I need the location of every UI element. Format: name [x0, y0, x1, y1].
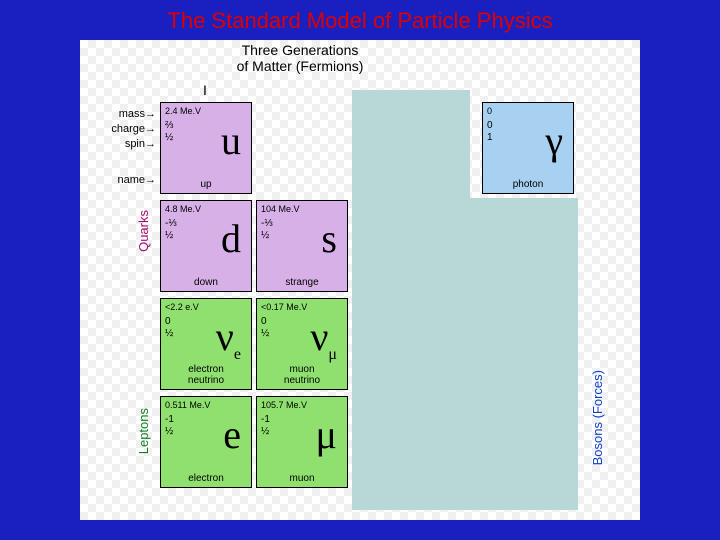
tile-mass: 0.511 Me.V: [165, 400, 247, 410]
tile-strange: 104 Me.V-⅓½sstrange: [256, 200, 348, 292]
tile-symbol: e: [223, 415, 241, 455]
quarks-side-label: Quarks: [136, 210, 151, 252]
bosons-side-label: Bosons (Forces): [590, 370, 605, 465]
tile-muon: 105.7 Me.V-1½μmuon: [256, 396, 348, 488]
tile-name: muonneutrino: [257, 365, 347, 386]
tile-name: up: [161, 180, 251, 191]
generations-header: Three Generationsof Matter (Fermions): [200, 42, 400, 74]
label-charge: charge→: [84, 123, 156, 135]
tile-name: electron: [161, 474, 251, 485]
tile-name: strange: [257, 278, 347, 289]
tile-mass: 104 Me.V: [261, 204, 343, 214]
tile-mass: 4.8 Me.V: [165, 204, 247, 214]
tile-mass: 105.7 Me.V: [261, 400, 343, 410]
label-mass: mass→: [84, 108, 156, 120]
page-title: The Standard Model of Particle Physics: [0, 0, 720, 40]
tile-mass: 2.4 Me.V: [165, 106, 247, 116]
leptons-side-label: Leptons: [136, 408, 151, 454]
tile-symbol: s: [321, 219, 337, 259]
tile-photon: 001γphoton: [482, 102, 574, 194]
tile-nu_mu: <0.17 Me.V0½νμmuonneutrino: [256, 298, 348, 390]
tile-up: 2.4 Me.V⅔½uup: [160, 102, 252, 194]
label-name: name→: [84, 174, 156, 186]
label-spin: spin→: [84, 138, 156, 150]
tile-name: muon: [257, 474, 347, 485]
tile-down: 4.8 Me.V-⅓½ddown: [160, 200, 252, 292]
tile-symbol: u: [221, 121, 241, 161]
tile-name: photon: [483, 180, 573, 191]
row-label-group: mass→ charge→ spin→ name→: [84, 108, 156, 189]
tile-name: down: [161, 278, 251, 289]
tile-symbol: νμ: [310, 317, 337, 363]
tile-symbol: μ: [316, 415, 337, 455]
tile-symbol: νe: [216, 317, 241, 363]
tile-mass: <0.17 Me.V: [261, 302, 343, 312]
tile-name: electronneutrino: [161, 365, 251, 386]
tile-symbol: d: [221, 219, 241, 259]
tile-nu_e: <2.2 e.V0½νeelectronneutrino: [160, 298, 252, 390]
column-1-marker: I: [190, 82, 220, 98]
tile-mass: <2.2 e.V: [165, 302, 247, 312]
overlay-mask-1: [470, 198, 578, 510]
particle-chart: Three Generationsof Matter (Fermions) I …: [80, 40, 640, 520]
tile-electron: 0.511 Me.V-1½eelectron: [160, 396, 252, 488]
overlay-mask-0: [352, 90, 470, 510]
tile-mass: 0: [487, 106, 569, 116]
tile-symbol: γ: [545, 121, 563, 161]
